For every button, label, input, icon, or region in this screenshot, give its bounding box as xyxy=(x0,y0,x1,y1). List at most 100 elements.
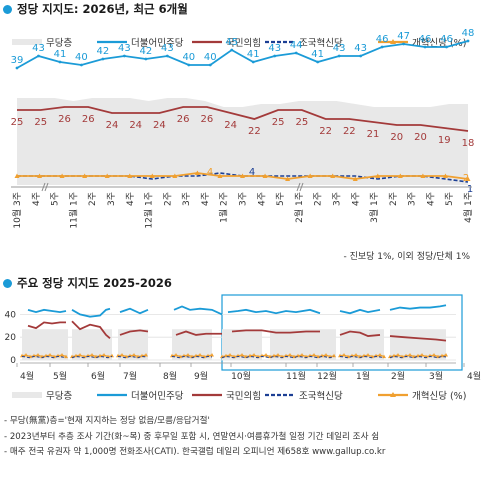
legend-marker xyxy=(390,39,396,44)
label-ppp: 24 xyxy=(129,120,142,131)
series-line-dem xyxy=(71,307,111,318)
axis-break xyxy=(41,182,49,192)
marker-reform xyxy=(442,173,448,178)
x-tick-label: 10월 3주 xyxy=(11,192,23,229)
point-dem xyxy=(251,60,255,64)
point-dem xyxy=(273,54,277,58)
x-tick-label: 5주 xyxy=(275,192,286,206)
series-line-ppp xyxy=(119,329,149,336)
note-line-3: - 매주 전국 유권자 약 1,000명 전화조사(CATI). 한국갤럽 데일… xyxy=(4,447,386,457)
marker-reform xyxy=(382,354,386,359)
x-tick-label: 12월 xyxy=(317,370,337,382)
label-reform: 2 xyxy=(463,173,469,184)
series-line-ppp xyxy=(339,330,381,337)
label-dem: 40 xyxy=(75,52,88,63)
label-ppp: 26 xyxy=(201,114,214,125)
marker-reform xyxy=(198,352,202,357)
marker-reform xyxy=(102,352,106,357)
series-line-dem xyxy=(27,308,67,314)
label-reform: 4 xyxy=(207,167,213,178)
x-tick-label: 5월 xyxy=(53,370,67,382)
x-tick-label: 4월 1주 xyxy=(462,192,474,223)
point-dem xyxy=(423,45,427,49)
label-ppp: 26 xyxy=(82,114,95,125)
marker-reform xyxy=(366,352,370,357)
marker-reform xyxy=(36,352,40,357)
label-dem: 46 xyxy=(440,34,453,45)
point-dem xyxy=(122,54,126,58)
label-dem: 41 xyxy=(247,49,260,60)
x-tick-label: 2주 xyxy=(87,192,98,206)
marker-reform xyxy=(104,173,110,178)
series-line-ppp xyxy=(27,321,66,330)
point-dem xyxy=(402,42,405,46)
chart2-title: 주요 정당 지지도 2025-2026 xyxy=(17,276,172,290)
marker-reform xyxy=(408,352,412,357)
point-dem xyxy=(380,45,384,49)
point-dem xyxy=(58,60,62,64)
x-tick-label: 2주 xyxy=(313,192,324,206)
point-dem xyxy=(208,63,212,67)
marker-reform xyxy=(37,173,43,178)
series-line-jokuk xyxy=(21,355,67,359)
label-dem: 48 xyxy=(462,28,475,39)
x-tick-label: 4주 xyxy=(200,192,211,206)
marker-reform xyxy=(397,173,403,178)
legend-label: 더불어민주당 xyxy=(131,391,184,402)
x-tick-label: 2월 xyxy=(391,370,405,382)
marker-reform xyxy=(300,352,304,357)
x-tick-label: 1월 2주 xyxy=(218,192,230,223)
footnotes: - 무당(無黨)층='현재 지지하는 정당 없음/모름/응답거절' - 2023… xyxy=(4,414,385,461)
x-tick-label: 2주 xyxy=(388,192,399,206)
legend-label: 더불어민주당 xyxy=(131,38,184,49)
point-dem xyxy=(187,63,191,67)
marker-reform xyxy=(465,176,471,181)
label-ppp: 25 xyxy=(34,117,47,128)
marker-reform xyxy=(174,352,178,357)
label-dem: 43 xyxy=(161,43,174,54)
x-tick-label: 12월 1주 xyxy=(143,192,155,229)
legend-marker xyxy=(390,392,396,397)
x-tick-label: 3월 1주 xyxy=(368,192,380,223)
y-tick-label: 40 xyxy=(5,310,17,320)
label-ppp: 22 xyxy=(343,126,356,137)
marker-reform xyxy=(120,352,124,357)
x-tick-label: 4주 xyxy=(31,192,42,206)
marker-reform xyxy=(64,354,68,359)
marker-reform xyxy=(132,352,136,357)
note-line-2: - 2023년부터 추층 조사 기간(화~목) 중 후무일 포함 시, 연말연시… xyxy=(4,431,380,442)
marker-reform xyxy=(210,352,214,357)
legend-label: 조국혁신당 xyxy=(299,391,343,402)
label-ppp: 21 xyxy=(367,129,380,140)
series-line-ppp xyxy=(231,329,320,334)
series-line-ppp xyxy=(71,320,111,340)
marker-reform xyxy=(378,352,382,357)
x-tick-label: 4주 xyxy=(425,192,436,206)
marker-reform xyxy=(444,352,448,357)
marker-reform xyxy=(194,170,200,175)
marker-reform xyxy=(59,173,65,178)
marker-reform xyxy=(240,173,245,178)
series-line-jokuk xyxy=(221,355,335,359)
marker-reform xyxy=(420,173,426,178)
label-dem: 43 xyxy=(118,43,131,54)
x-tick-label: 6월 xyxy=(91,370,105,382)
x-tick-label: 11월 xyxy=(286,370,306,382)
marker-reform xyxy=(307,173,313,178)
point-dem xyxy=(445,45,448,49)
chart1-title: 정당 지지도: 2026년, 최근 6개월 xyxy=(17,2,188,16)
point-dem xyxy=(165,54,169,58)
x-tick-label: 3주 xyxy=(106,192,117,206)
series-line-jokuk xyxy=(71,355,113,359)
marker-reform xyxy=(352,176,358,181)
chart2-heading: 주요 정당 지지도 2025-2026 xyxy=(3,275,172,291)
axis-break xyxy=(296,182,304,192)
marker-reform xyxy=(14,173,20,178)
marker-reform xyxy=(276,352,280,357)
series-line-dem xyxy=(389,304,447,311)
label-ppp: 20 xyxy=(414,132,427,143)
point-dem xyxy=(230,48,234,52)
label-ppp: 18 xyxy=(462,138,475,149)
label-dem: 41 xyxy=(311,49,324,60)
marker-reform xyxy=(288,352,292,357)
